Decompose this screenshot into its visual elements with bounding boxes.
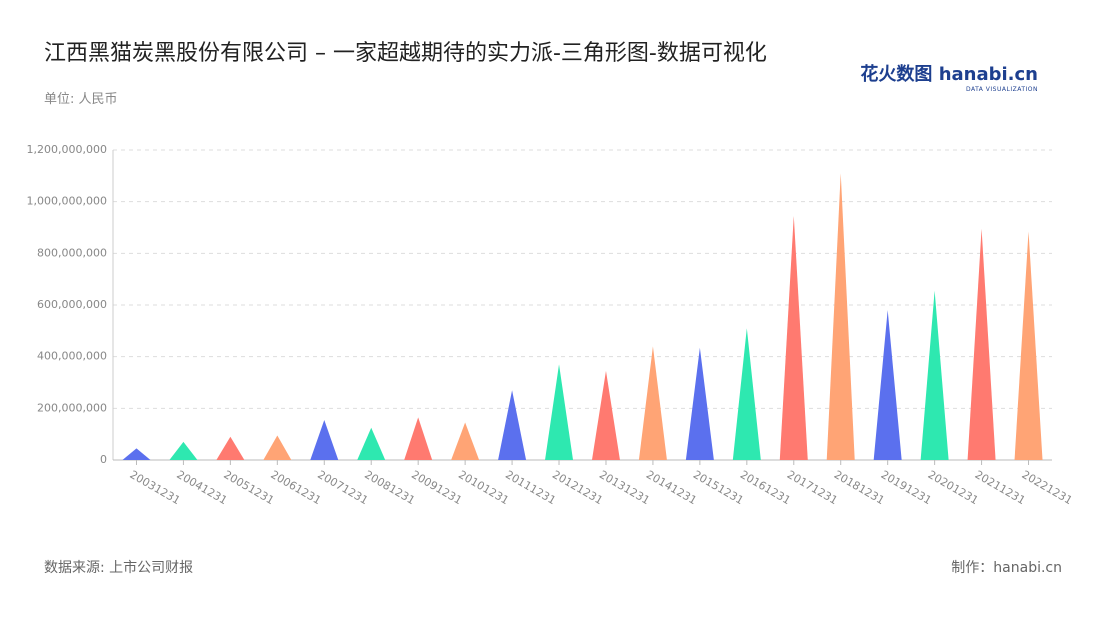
x-tick-label: 20081231: [362, 468, 417, 507]
x-tick-label: 20051231: [221, 468, 276, 507]
x-tick-label: 20071231: [315, 468, 370, 507]
x-tick-label: 20091231: [409, 468, 464, 507]
triangle-bar: [638, 346, 667, 460]
triangle-bar: [357, 427, 386, 460]
y-tick-label: 1,000,000,000: [27, 195, 107, 208]
triangle-bar: [920, 290, 949, 460]
triangle-bar: [169, 441, 198, 460]
y-tick-label: 800,000,000: [37, 246, 107, 259]
triangle-bar: [732, 328, 761, 460]
y-tick-label: 1,200,000,000: [27, 143, 107, 156]
logo-name: 花火数图 hanabi.cn: [860, 64, 1038, 85]
triangle-bar: [122, 448, 151, 460]
chart-title: 江西黑猫炭黑股份有限公司 – 一家超越期待的实力派-三角形图-数据可视化: [44, 41, 767, 66]
triangle-bar: [498, 390, 527, 460]
chart-subtitle: 单位: 人民币: [44, 92, 118, 107]
x-tick-label: 20181231: [832, 468, 887, 507]
triangle-bar: [404, 417, 433, 460]
x-tick-label: 20041231: [174, 468, 229, 507]
x-tick-label: 20061231: [268, 468, 323, 507]
triangle-bar: [310, 419, 339, 460]
x-tick-label: 20161231: [738, 468, 793, 507]
triangle-bar: [685, 347, 714, 460]
x-tick-label: 20111231: [503, 468, 558, 507]
triangle-bar: [545, 364, 574, 460]
triangle-bar: [967, 228, 996, 460]
x-tick-label: 20121231: [550, 468, 605, 507]
x-tick-label: 20211231: [973, 468, 1028, 507]
x-tick-label: 20191231: [879, 468, 934, 507]
x-tick-label: 20221231: [1020, 468, 1075, 507]
logo-tagline: DATA VISUALIZATION: [965, 86, 1038, 93]
x-tick-label: 20151231: [691, 468, 746, 507]
x-tick-label: 20131231: [597, 468, 652, 507]
x-tick-label: 20101231: [456, 468, 511, 507]
triangle-bar: [873, 310, 902, 460]
triangle-bar: [1014, 231, 1043, 460]
x-tick-label: 20141231: [644, 468, 699, 507]
y-tick-label: 0: [100, 453, 107, 466]
credit-note: 制作：hanabi.cn: [951, 560, 1062, 576]
triangle-bar: [826, 173, 855, 460]
triangle-bar: [263, 435, 292, 460]
triangle-bar: [216, 436, 245, 460]
x-tick-label: 20031231: [127, 468, 182, 507]
triangle-bar: [591, 370, 620, 460]
y-tick-label: 200,000,000: [37, 401, 107, 414]
y-tick-label: 600,000,000: [37, 298, 107, 311]
x-tick-label: 20171231: [785, 468, 840, 507]
x-tick-label: 20201231: [926, 468, 981, 507]
triangle-bar: [451, 422, 480, 460]
logo: 花火数图 hanabi.cn DATA VISUALIZATION: [860, 60, 1038, 93]
triangle-bar: [779, 215, 808, 460]
source-note: 数据来源: 上市公司财报: [44, 560, 194, 576]
y-tick-label: 400,000,000: [37, 350, 107, 363]
